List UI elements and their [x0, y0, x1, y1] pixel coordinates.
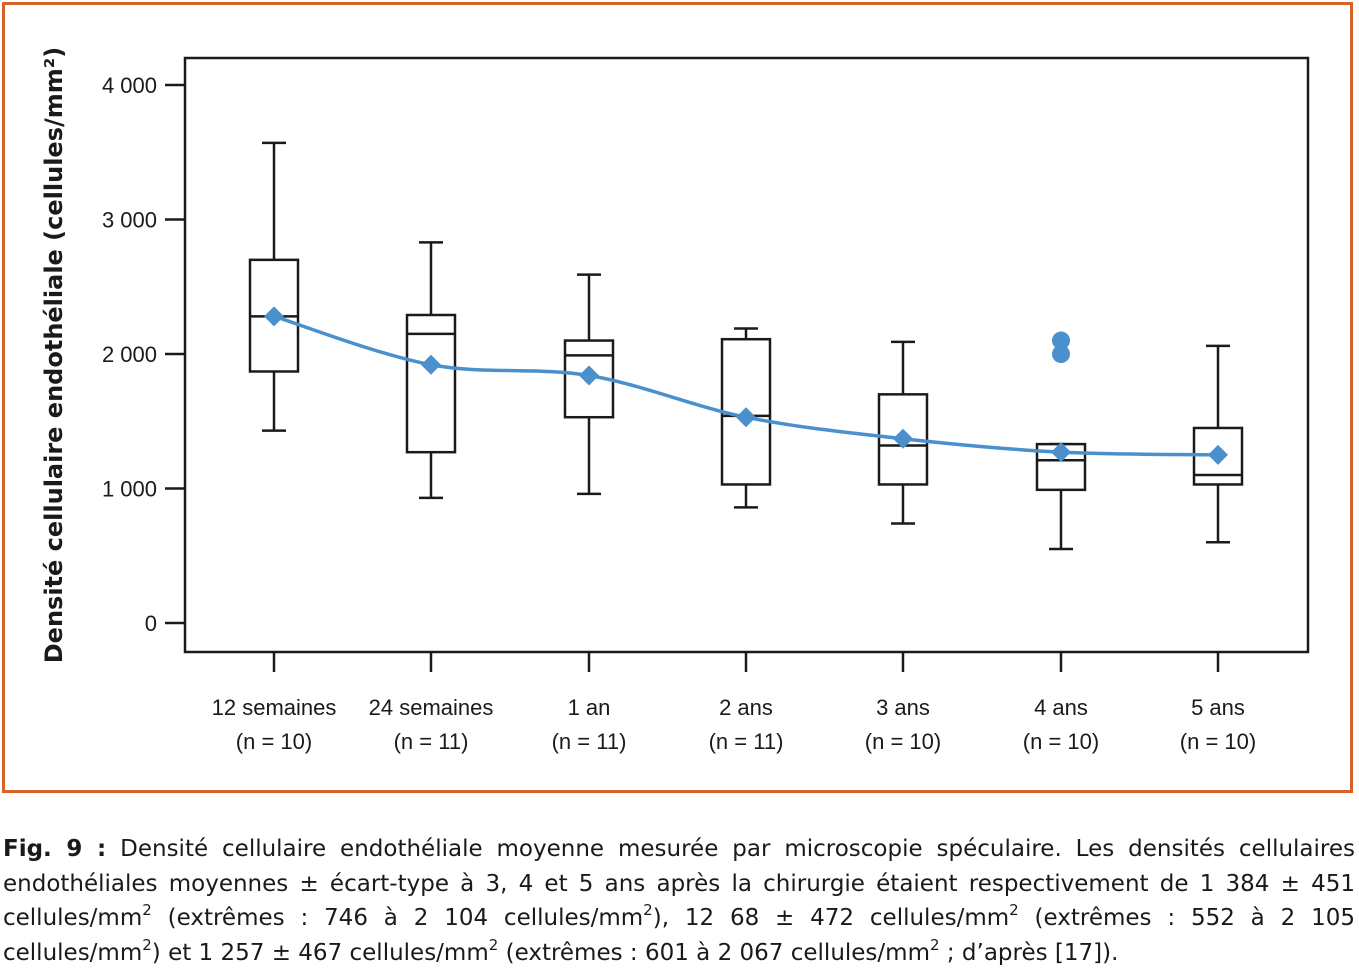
caption-superscript: 2: [142, 901, 152, 919]
x-category-n: (n = 10): [1023, 729, 1099, 754]
y-tick-label: 3 000: [102, 208, 157, 233]
x-category-label: 4 ans: [1034, 695, 1088, 720]
box-7: [1192, 344, 1244, 672]
box-2: [405, 241, 457, 672]
caption-segment: ) et 1 257 ± 467 cellules/mm: [151, 939, 489, 966]
plot-area: 0 1 000 2 000 3 000 4 000 Densité cellulaire …: [40, 47, 1310, 754]
x-category-label: 1 an: [568, 695, 611, 720]
outlier-point: [1052, 331, 1070, 350]
caption-superscript: 2: [929, 935, 940, 954]
x-category-label: 2 ans: [719, 695, 773, 720]
mean-point: [1051, 442, 1071, 463]
caption-superscript: 2: [643, 901, 653, 919]
y-tick-label: 1 000: [102, 477, 157, 502]
caption-text: Densité cellulaire endothéliale moyenne …: [3, 836, 1355, 966]
mean-point: [736, 407, 756, 428]
figure-caption: Fig. 9 : Densité cellulaire endothéliale…: [3, 832, 1355, 970]
y-tick-label: 0: [145, 611, 157, 636]
x-category-n: (n = 10): [236, 729, 312, 754]
caption-label: Fig. 9 :: [3, 836, 107, 862]
caption-segment: Densité cellulaire endothéliale moyenne …: [3, 836, 1356, 931]
caption-superscript: 2: [488, 935, 499, 954]
caption-segment: (extrêmes : 746 à 2 104 cellules/mm: [151, 905, 644, 931]
caption-superscript: 2: [142, 935, 152, 954]
mean-point: [893, 428, 913, 449]
y-axis-title: Densité cellulaire endothéliale (cellule…: [40, 47, 68, 664]
x-category-n: (n = 10): [865, 729, 941, 754]
caption-segment: (extrêmes : 552 à 2 105 cellules/mm: [3, 905, 1355, 966]
mean-point: [1208, 444, 1228, 465]
caption-superscript: 2: [1009, 901, 1019, 919]
mean-point: [421, 354, 441, 375]
x-category-n: (n = 10): [1180, 729, 1256, 754]
x-category-label: 5 ans: [1191, 695, 1245, 720]
y-tick-label: 4 000: [102, 73, 157, 98]
x-category-n: (n = 11): [394, 729, 469, 754]
caption-segment: (extrêmes : 601 à 2 067 cellules/mm: [498, 939, 930, 966]
outlier-point: [1052, 345, 1070, 363]
box-3: [563, 273, 615, 672]
box-5: [877, 340, 929, 672]
mean-point: [579, 365, 599, 386]
box-4: [720, 327, 772, 672]
caption-segment: ; d’après [17]).: [939, 939, 1119, 966]
x-category-label: 3 ans: [876, 695, 930, 720]
caption-segment: ), 12 68 ± 472 cellules/mm: [652, 905, 1010, 931]
box-1: [248, 141, 300, 672]
iqr-box: [405, 313, 457, 454]
x-category-n: (n = 11): [552, 729, 627, 754]
figure-frame: [2, 2, 1353, 793]
x-category-n: (n = 11): [709, 729, 784, 754]
mean-point: [264, 306, 284, 327]
x-category-label: 12 semaines: [212, 695, 337, 720]
box-6: [1035, 331, 1087, 672]
x-category-label: 24 semaines: [369, 695, 494, 720]
y-tick-label: 2 000: [102, 342, 157, 367]
box-plot-chart: 0 1 000 2 000 3 000 4 000 Densité cellulaire …: [40, 47, 1310, 754]
